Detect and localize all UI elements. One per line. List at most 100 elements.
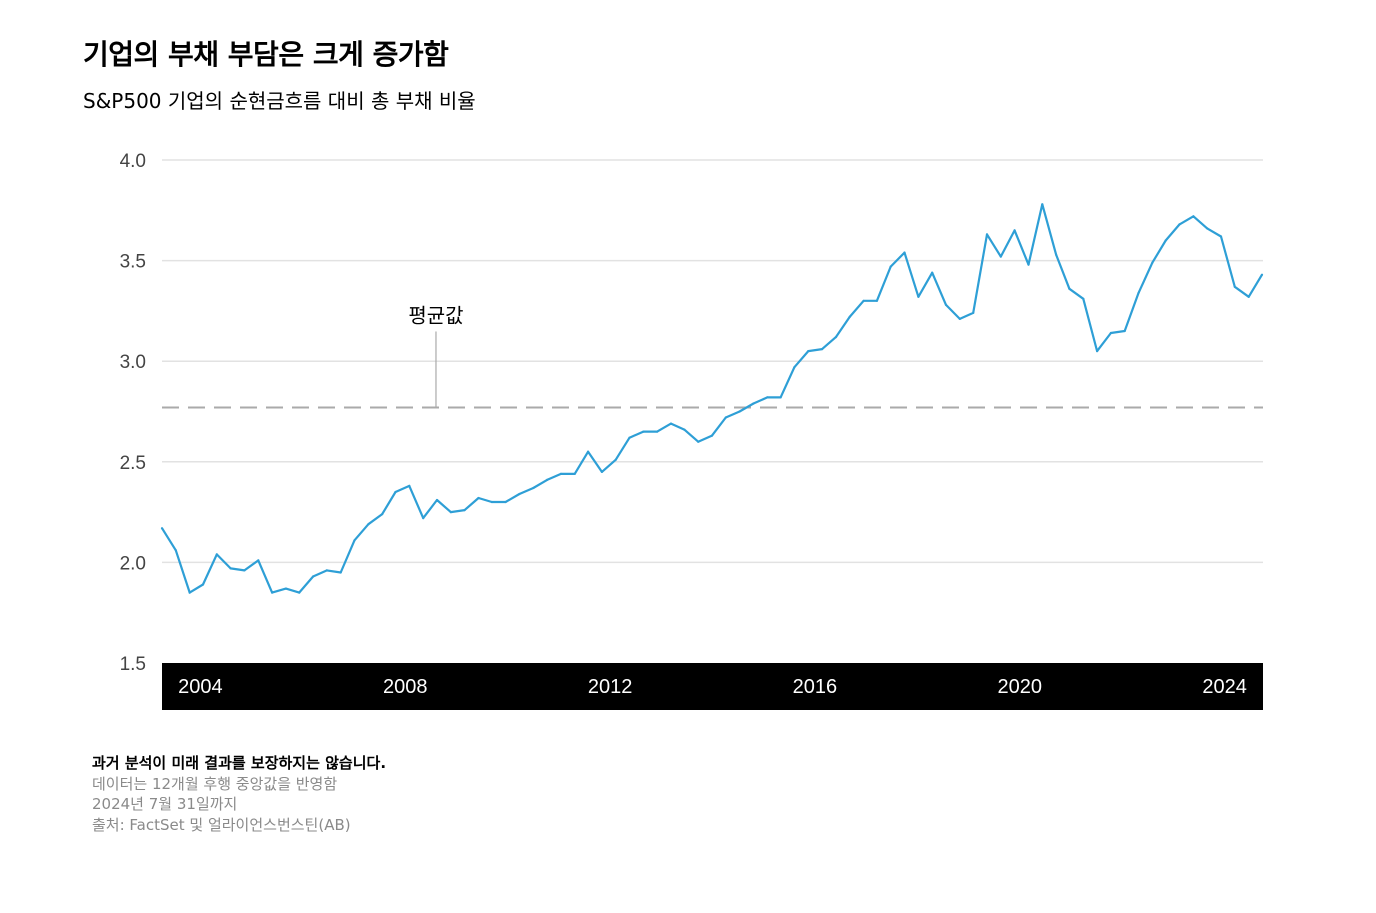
data-point [848,315,851,318]
data-point [339,571,342,574]
data-point [752,402,755,405]
chart-subtitle: S&P500 기업의 순현금흐름 대비 총 부채 비율 [83,89,476,113]
series-line [161,203,1263,594]
data-point [490,500,493,504]
data-point [201,583,205,586]
data-point [435,498,439,502]
data-point [257,559,260,562]
disclaimer: 과거 분석이 미래 결과를 보장하지는 않습니다. [92,754,387,772]
data-point [518,492,521,496]
data-point [463,509,466,512]
data-point [1219,235,1223,238]
x-tick-label: 2016 [793,676,838,698]
data-point [587,450,590,453]
data-point [889,265,892,268]
data-point [793,366,796,369]
data-point [1055,253,1058,256]
data-point [766,396,769,399]
data-point [188,591,191,594]
data-point [229,567,232,570]
data-point [821,348,824,351]
x-tick-label: 2004 [178,676,223,698]
x-axis-ticks: 2004 2008 2012 2016 2020 2024 [178,676,1247,698]
data-point [738,410,741,413]
x-tick-label: 2020 [998,676,1043,698]
data-point [559,472,563,475]
data-point [1164,239,1167,242]
data-points [160,203,1264,594]
source-note: 출처: FactSet 및 얼라이언스번스틴(AB) [92,815,351,834]
data-point [1192,215,1195,218]
gridlines [162,159,1263,564]
footer: 과거 분석이 미래 결과를 보장하지는 않습니다. 데이터는 12개월 후행 중… [92,753,386,835]
data-point [1013,229,1016,232]
data-point [573,472,576,475]
data-point [697,440,700,443]
data-point [1178,223,1181,226]
footnote: 데이터는 12개월 후행 중앙값을 반영함 [92,774,338,793]
data-point [917,295,920,298]
y-axis-ticks: 4.0 3.5 3.0 2.5 2.0 1.5 [120,151,146,675]
data-point [449,510,452,514]
data-point [903,251,906,254]
y-tick-label: 3.0 [120,352,146,373]
data-point [353,539,356,542]
data-point [710,434,714,437]
data-point [958,317,961,320]
data-point [174,549,177,552]
data-point [422,517,425,520]
data-point [1151,261,1154,264]
data-point [862,299,865,302]
data-point [312,575,315,578]
data-point [669,422,673,425]
data-point [1109,331,1112,335]
data-point [1068,287,1071,290]
data-point [628,436,631,439]
x-tick-label: 2008 [383,676,428,698]
data-point [367,523,370,526]
data-point [532,486,535,490]
data-point [1123,329,1126,333]
y-tick-label: 2.0 [120,553,146,574]
data-point [834,336,838,339]
data-point [985,233,989,236]
data-point [284,587,287,590]
data-point [1206,227,1209,230]
data-point [408,484,411,487]
data-point [1260,273,1264,276]
y-tick-label: 2.5 [120,453,146,474]
data-point [656,430,659,433]
data-point [1233,285,1236,288]
data-point [683,428,686,431]
data-point [600,470,604,473]
data-point [325,569,328,572]
data-point [477,496,480,500]
data-point [1247,295,1250,298]
data-point [381,513,384,516]
data-point [1137,291,1140,294]
average-label: 평균값 [408,303,463,327]
y-tick-label: 1.5 [120,654,146,675]
data-point [931,271,934,274]
x-tick-label: 2012 [588,676,633,698]
data-point [298,591,301,594]
data-point [394,490,397,494]
data-point [972,311,975,314]
date-note: 2024년 7월 31일까지 [92,795,238,813]
data-point [875,299,879,302]
data-point [944,303,948,306]
x-axis-band [162,663,1263,710]
data-point [614,458,617,461]
data-point [1082,297,1085,300]
data-point [724,416,727,419]
data-point [243,569,246,572]
x-tick-label: 2024 [1202,676,1247,698]
data-point [215,553,218,556]
y-tick-label: 3.5 [120,252,146,273]
data-point [642,430,645,433]
data-point [1041,203,1044,206]
data-point [271,591,274,594]
chart-title: 기업의 부채 부담은 크게 증가함 [83,38,449,71]
data-point [504,500,507,504]
